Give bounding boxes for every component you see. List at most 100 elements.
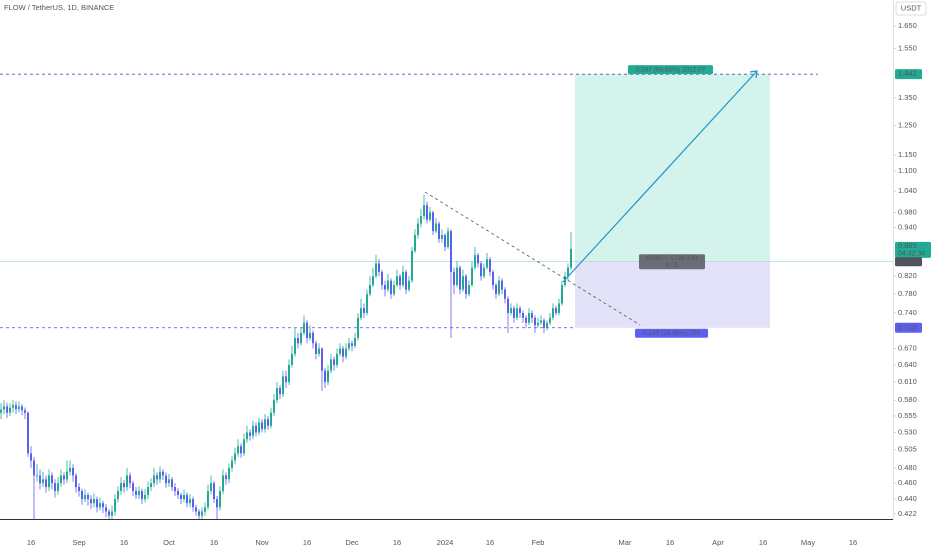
candle-body — [504, 289, 506, 299]
currency-button[interactable] — [895, 1, 927, 16]
candle-body — [519, 308, 521, 313]
candle-body — [294, 338, 296, 354]
candle-body — [543, 320, 545, 328]
candle-body — [123, 483, 125, 488]
candle-body — [426, 205, 428, 220]
candle-body — [258, 422, 260, 433]
candle-body — [171, 479, 173, 488]
y-tick-label: 1.350 — [898, 93, 917, 102]
candle-body — [213, 483, 215, 500]
stop-label-box — [635, 328, 708, 338]
candle-body — [366, 294, 368, 313]
candle-body — [114, 499, 116, 512]
candle-body — [405, 271, 407, 290]
currency-label[interactable]: USDT — [901, 3, 922, 12]
candle-body — [39, 475, 41, 484]
candle-body — [522, 312, 524, 318]
candle-body — [252, 425, 254, 436]
candle-body — [468, 285, 470, 295]
y-tick-label: 0.422 — [898, 509, 917, 518]
candle-body — [201, 511, 203, 516]
candle-body — [111, 511, 113, 516]
candle-body — [417, 223, 419, 236]
candle-body — [219, 491, 221, 508]
candle-body — [501, 280, 503, 290]
candle-body — [177, 491, 179, 496]
candle-body — [132, 483, 134, 492]
candle-body — [264, 419, 266, 430]
candle-body — [189, 499, 191, 504]
x-tick-label: Feb — [532, 538, 545, 547]
y-tick-label: 0.555 — [898, 411, 917, 420]
stop-label: 0.145 (16.96%) 750 — [643, 330, 700, 337]
candle-body — [153, 475, 155, 484]
x-tick-label: Nov — [255, 538, 269, 547]
candle-body — [432, 212, 434, 232]
candle-body — [570, 248, 572, 268]
candle-body — [147, 487, 149, 496]
candle-body — [210, 483, 212, 492]
y-tick-label: 0.780 — [898, 289, 917, 298]
candle-body — [162, 471, 164, 476]
candle-body — [12, 405, 14, 408]
y-tick-label: 0.670 — [898, 344, 917, 353]
candle-body — [246, 432, 248, 440]
candle-body — [81, 491, 83, 500]
candle-body — [444, 235, 446, 247]
candle-body — [225, 475, 227, 480]
y-tick-label: 0.940 — [898, 222, 917, 231]
candle-body — [462, 276, 464, 290]
x-tick-label: Dec — [345, 538, 359, 547]
candle-body — [204, 507, 206, 512]
candle-body — [90, 499, 92, 504]
candle-body — [156, 475, 158, 480]
candle-body — [303, 322, 305, 333]
candle-body — [267, 419, 269, 426]
candle-body — [195, 507, 197, 512]
candle-body — [216, 499, 218, 508]
candle-body — [150, 483, 152, 488]
profit-zone — [575, 74, 770, 262]
candle-body — [342, 348, 344, 357]
target-label-box — [628, 65, 713, 75]
candle-body — [165, 475, 167, 484]
candle-body — [141, 491, 143, 500]
candle-body — [78, 487, 80, 492]
candle-body — [351, 343, 353, 346]
candle-body — [96, 499, 98, 508]
candle-body — [93, 499, 95, 504]
y-tick-label: 0.610 — [898, 377, 917, 386]
candle-body — [120, 483, 122, 492]
candle-body — [549, 317, 551, 323]
candle-body — [489, 259, 491, 272]
candle-body — [471, 267, 473, 286]
x-tick-label: Sep — [72, 538, 85, 547]
candle-body — [309, 332, 311, 339]
candle-body — [327, 370, 329, 383]
stop-badge-label: 0.710 — [898, 323, 917, 332]
candle-body — [459, 267, 461, 290]
candle-body — [465, 276, 467, 295]
candle-body — [414, 235, 416, 251]
candle-body — [390, 280, 392, 295]
candle-body — [99, 503, 101, 508]
candle-body — [240, 446, 242, 454]
candles — [0, 194, 572, 520]
candle-body — [186, 495, 188, 504]
x-tick-label: 16 — [393, 538, 401, 547]
candle-body — [228, 467, 230, 480]
candle-body — [138, 491, 140, 496]
candle-body — [66, 471, 68, 480]
candle-body — [297, 338, 299, 344]
position-labels: 0.587 (68.65%) 2012.07 0.000 − 1724.1384.… — [628, 65, 713, 338]
candle-body — [513, 308, 515, 318]
candle-body — [231, 460, 233, 468]
candle-body — [477, 255, 479, 264]
candle-body — [411, 250, 413, 281]
candle-body — [402, 271, 404, 286]
candle-body — [537, 322, 539, 326]
candle-body — [555, 308, 557, 313]
candle-body — [51, 475, 53, 484]
candle-body — [249, 432, 251, 436]
